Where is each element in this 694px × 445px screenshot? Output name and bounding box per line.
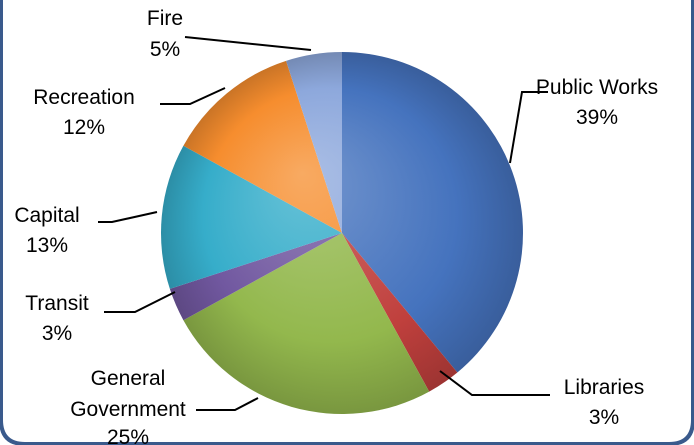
pie-slices — [161, 52, 524, 415]
data-label-category-fire: Fire — [147, 7, 183, 30]
pie-slice-public-works — [342, 52, 524, 373]
pie-slice-capital — [161, 145, 342, 289]
data-label-category-public-works: Public Works — [536, 76, 658, 99]
pie-slice-fire — [286, 52, 342, 233]
leader-line-fire — [184, 36, 312, 51]
leader-line-general-government — [196, 397, 259, 411]
data-label-value-general-government: 25% — [107, 426, 149, 445]
data-labels: Public Works 39% Libraries 3% General Governm… — [14, 7, 658, 445]
leader-line-libraries — [439, 370, 550, 396]
leader-lines — [98, 36, 550, 411]
data-label-value-recreation: 12% — [63, 116, 105, 139]
pie-slice-general-government — [183, 233, 430, 415]
data-label-category-recreation: Recreation — [33, 86, 135, 109]
pie-slice-recreation — [183, 60, 342, 234]
pie-slice-libraries — [342, 233, 458, 392]
data-label-value-fire: 5% — [150, 38, 180, 61]
data-label-category-general-government: General — [91, 367, 166, 390]
data-label-value-libraries: 3% — [589, 406, 619, 429]
data-label-category-general-government: Government — [70, 398, 186, 421]
pie-slice-transit — [169, 233, 342, 321]
leader-line-capital — [98, 211, 158, 223]
data-label-category-libraries: Libraries — [564, 376, 645, 399]
leader-line-public-works — [509, 91, 548, 164]
data-label-value-capital: 13% — [26, 234, 68, 257]
data-label-value-public-works: 39% — [576, 106, 618, 129]
data-label-category-transit: Transit — [25, 292, 89, 315]
leader-line-transit — [104, 291, 176, 313]
data-label-value-transit: 3% — [42, 322, 72, 345]
data-label-category-capital: Capital — [14, 204, 79, 227]
leader-line-recreation — [160, 87, 226, 105]
